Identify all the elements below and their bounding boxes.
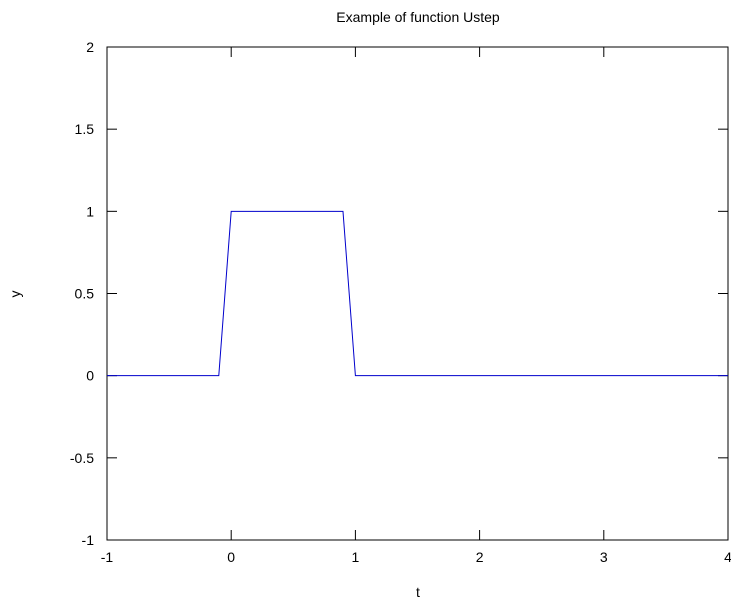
x-axis: -1 0 1 2 3 4: [101, 47, 731, 565]
y-tick-label: 0.5: [75, 286, 95, 302]
x-axis-label: t: [416, 584, 420, 600]
y-tick-label: 1.5: [75, 121, 95, 137]
y-tick-label: 2: [86, 39, 94, 55]
y-tick-label: 1: [86, 203, 94, 219]
series-layer: [107, 210, 728, 377]
x-tick-label: -1: [101, 549, 114, 565]
plot-frame: [106, 46, 729, 541]
x-tick-label: 2: [476, 549, 484, 565]
y-tick-label: -1: [82, 532, 95, 548]
x-tick-label: 3: [600, 549, 608, 565]
chart-title: Example of function Ustep: [336, 9, 500, 25]
y-axis: -1 -0.5 0 0.5 1 1.5 2: [70, 39, 728, 548]
y-tick-label: -0.5: [70, 450, 94, 466]
x-tick-label: 1: [352, 549, 360, 565]
y-axis-label: y: [7, 291, 23, 298]
x-tick-label: 0: [227, 549, 235, 565]
series-line: [107, 210, 728, 377]
y-tick-label: 0: [86, 368, 94, 384]
x-tick-label: 4: [724, 549, 731, 565]
